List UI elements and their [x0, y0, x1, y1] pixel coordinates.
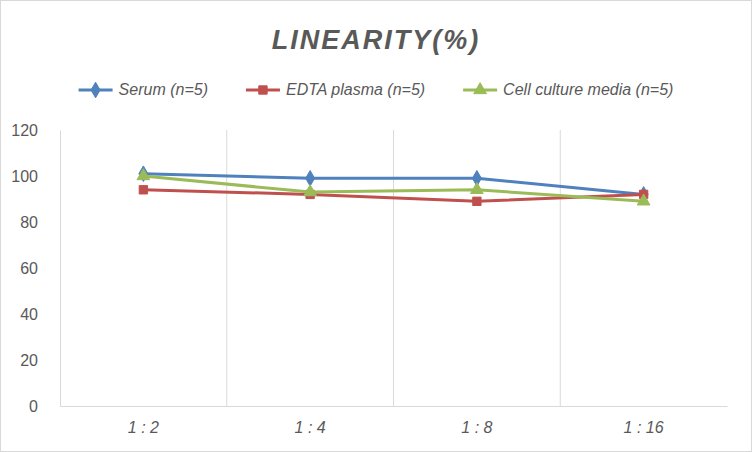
plot: 0 20 40 60 80 100 120 1 : 2 1 : 4 1 : 8 1 : 16	[11, 122, 727, 437]
chart: LINEARITY(%)0204060801001201 : 21 : 41 :…	[0, 0, 752, 452]
chart-frame	[1, 1, 752, 452]
series	[139, 166, 648, 202]
legend-item: EDTA plasma (n=5)	[246, 81, 425, 98]
x-tick: 1 : 4	[295, 419, 326, 436]
y-tick-label: 80	[20, 214, 38, 231]
y-tick-label: 100	[11, 168, 38, 185]
y-axis-line	[60, 131, 61, 407]
y-tick: 20	[20, 352, 60, 369]
x-tick-label: 1 : 4	[295, 419, 326, 436]
y-tick: 0	[29, 398, 60, 415]
series-marker	[471, 182, 484, 193]
series-group	[137, 166, 650, 206]
y-tick: 120	[11, 122, 60, 139]
legend-label: Cell culture media (n=5)	[503, 81, 673, 98]
x-tick-label: 1 : 8	[461, 419, 492, 436]
x-tick: 1 : 8	[461, 419, 492, 436]
legend-label: Serum (n=5)	[119, 81, 208, 98]
y-tick: 100	[11, 168, 60, 185]
grid-line	[393, 130, 394, 406]
series-marker	[137, 169, 150, 180]
series	[137, 169, 650, 205]
series-marker	[473, 197, 481, 205]
x-axis: 1 : 2 1 : 4 1 : 8 1 : 16	[61, 407, 728, 437]
y-axis: 0 20 40 60 80 100 120	[11, 122, 60, 415]
x-tick: 1 : 2	[128, 419, 159, 436]
y-tick: 40	[20, 306, 60, 323]
legend-marker	[91, 82, 100, 98]
y-tick: 60	[20, 260, 60, 277]
x-tick-label: 1 : 16	[624, 419, 664, 436]
grid-line	[560, 130, 561, 406]
legend-item: Cell culture media (n=5)	[463, 81, 673, 98]
y-tick-label: 20	[20, 352, 38, 369]
title: LINEARITY(%)	[272, 25, 481, 55]
y-tick-label: 40	[20, 306, 38, 323]
series-marker	[139, 186, 147, 194]
series-marker	[637, 194, 650, 205]
y-tick: 80	[20, 214, 60, 231]
x-axis-line	[61, 406, 728, 407]
legend-marker	[259, 86, 267, 94]
grid-line	[226, 130, 227, 406]
legend-item: Serum (n=5)	[79, 81, 208, 98]
series-line	[143, 176, 643, 201]
x-tick: 1 : 16	[624, 419, 664, 436]
y-tick-label: 60	[20, 260, 38, 277]
legend-label: EDTA plasma (n=5)	[286, 81, 425, 98]
series-marker	[304, 185, 317, 196]
y-tick-label: 120	[11, 122, 38, 139]
legend: Serum (n=5) EDTA plasma (n=5) Cell culture…	[79, 81, 674, 98]
y-tick-label: 0	[29, 398, 38, 415]
x-tick-label: 1 : 2	[128, 419, 159, 436]
series-marker	[306, 171, 315, 187]
legend-marker	[474, 83, 487, 94]
